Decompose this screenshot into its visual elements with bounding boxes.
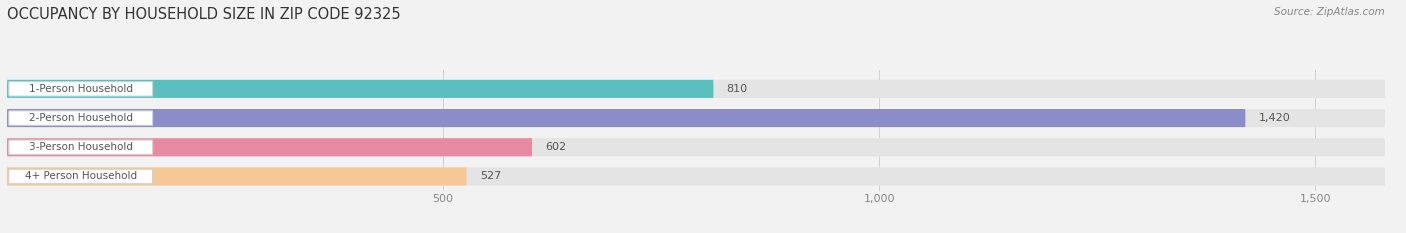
FancyBboxPatch shape [7,109,1246,127]
Text: 527: 527 [479,171,501,182]
FancyBboxPatch shape [7,138,1385,156]
FancyBboxPatch shape [7,80,1385,98]
FancyBboxPatch shape [8,140,153,154]
FancyBboxPatch shape [7,109,1385,127]
FancyBboxPatch shape [8,82,153,96]
Text: 810: 810 [727,84,748,94]
FancyBboxPatch shape [8,169,153,184]
Text: OCCUPANCY BY HOUSEHOLD SIZE IN ZIP CODE 92325: OCCUPANCY BY HOUSEHOLD SIZE IN ZIP CODE … [7,7,401,22]
FancyBboxPatch shape [7,138,531,156]
FancyBboxPatch shape [8,111,153,125]
Text: 2-Person Household: 2-Person Household [28,113,132,123]
Text: 602: 602 [546,142,567,152]
Text: Source: ZipAtlas.com: Source: ZipAtlas.com [1274,7,1385,17]
Text: 1,420: 1,420 [1258,113,1291,123]
Text: 4+ Person Household: 4+ Person Household [25,171,136,182]
FancyBboxPatch shape [7,168,1385,185]
FancyBboxPatch shape [7,80,713,98]
Text: 1-Person Household: 1-Person Household [28,84,132,94]
Text: 3-Person Household: 3-Person Household [28,142,132,152]
FancyBboxPatch shape [7,168,467,185]
